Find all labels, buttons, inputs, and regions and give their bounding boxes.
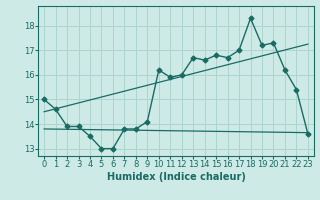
X-axis label: Humidex (Indice chaleur): Humidex (Indice chaleur) <box>107 172 245 182</box>
